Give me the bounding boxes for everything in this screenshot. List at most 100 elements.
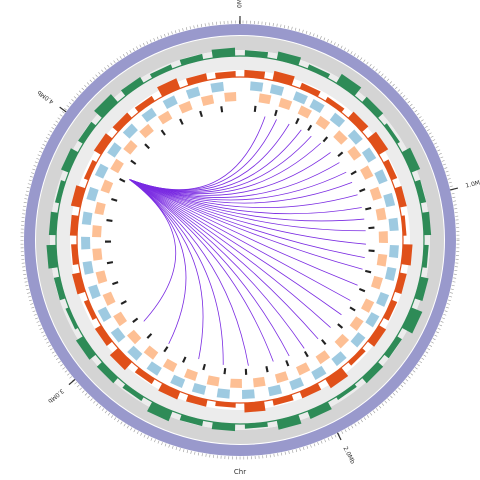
feature-mark <box>120 300 127 305</box>
histogram-bar <box>244 401 266 413</box>
gene-block <box>360 165 374 180</box>
histogram-bar <box>94 325 113 346</box>
gene-block <box>360 298 375 313</box>
gene-block <box>331 351 347 367</box>
histogram-bar <box>383 123 400 144</box>
histogram-bar <box>401 244 413 266</box>
histogram-bar <box>134 367 155 385</box>
link <box>129 179 319 340</box>
histogram-bar <box>367 325 387 347</box>
feature-mark <box>119 177 126 183</box>
histogram-bar <box>348 111 369 132</box>
gene-block <box>81 211 93 225</box>
gene-block <box>92 248 103 261</box>
feature-mark <box>368 249 375 253</box>
gene-block <box>178 100 193 114</box>
histogram-bar <box>77 121 97 144</box>
link <box>129 179 351 301</box>
x-tick-label: 3.0Mb <box>46 387 65 404</box>
gene-block <box>100 179 114 194</box>
link <box>129 179 358 208</box>
gene-block <box>157 110 173 125</box>
x-tick-label: 1.0Mb <box>465 178 480 189</box>
gene-block <box>347 129 363 145</box>
link <box>129 179 305 349</box>
link <box>129 179 363 270</box>
histogram-bar <box>325 96 345 113</box>
histogram-bar <box>361 361 384 384</box>
gene-block <box>81 236 91 250</box>
histogram-bar <box>185 394 208 407</box>
gene-block <box>278 97 293 110</box>
gene-block <box>383 192 396 208</box>
gene-block <box>216 388 230 399</box>
link <box>129 135 312 193</box>
histogram-bar <box>394 272 407 295</box>
histogram-bar <box>361 96 384 119</box>
feature-mark <box>295 117 300 125</box>
feature-mark <box>358 287 366 293</box>
gene-block <box>122 123 138 139</box>
gene-block <box>224 92 237 102</box>
gene-block <box>289 377 305 391</box>
x-tick <box>59 106 67 113</box>
gene-block <box>371 275 383 290</box>
feature-mark <box>199 110 203 118</box>
link <box>129 179 224 365</box>
track-background <box>36 36 444 444</box>
track-baseline <box>76 76 404 404</box>
link <box>129 179 353 204</box>
link <box>129 179 177 322</box>
gene-block <box>309 99 325 114</box>
gene-block <box>184 368 198 382</box>
gene-block <box>292 91 308 105</box>
gene-block <box>297 105 312 119</box>
feature-mark <box>220 106 224 113</box>
histogram-bar <box>112 112 132 132</box>
histogram-bar <box>367 131 389 155</box>
histogram-bar <box>348 348 366 366</box>
gene-block <box>92 225 102 238</box>
feature-mark <box>223 368 227 375</box>
feature-mark <box>349 306 356 312</box>
link <box>129 152 331 196</box>
histogram-bar <box>75 336 97 360</box>
feature-mark <box>274 109 278 117</box>
gene-block <box>139 123 154 139</box>
histogram-bar <box>325 367 349 389</box>
gene-block <box>82 260 94 275</box>
feature-mark <box>132 317 139 323</box>
gene-block <box>376 292 390 307</box>
chart-title: Chr <box>234 468 246 476</box>
gene-block <box>107 142 122 158</box>
histogram-bar <box>414 276 429 302</box>
gene-block <box>376 253 388 267</box>
histogram-bar <box>336 383 357 400</box>
gene-block <box>252 376 266 388</box>
histogram-bar <box>83 299 97 321</box>
gene-block <box>347 145 362 161</box>
gene-block <box>311 365 327 380</box>
gene-block <box>267 384 283 397</box>
gene-block <box>365 312 380 328</box>
feature-mark <box>307 124 313 131</box>
x-tick <box>336 432 342 441</box>
feature-mark <box>202 363 206 371</box>
feature-mark <box>163 346 169 353</box>
histogram-bar <box>299 82 321 97</box>
gene-block <box>375 207 387 221</box>
histogram-bar <box>54 180 66 204</box>
gene-block <box>378 231 388 243</box>
histogram-bar <box>401 147 421 173</box>
histogram-bar <box>158 383 181 400</box>
gene-block <box>97 306 112 322</box>
feature-mark <box>350 170 357 176</box>
histogram-bar <box>69 214 79 236</box>
link <box>129 179 342 316</box>
track-baseline <box>55 55 425 425</box>
histogram-bar <box>94 94 119 119</box>
gene-block <box>329 112 346 128</box>
gene-block <box>126 329 142 345</box>
track-background <box>50 50 430 430</box>
link <box>129 179 366 245</box>
